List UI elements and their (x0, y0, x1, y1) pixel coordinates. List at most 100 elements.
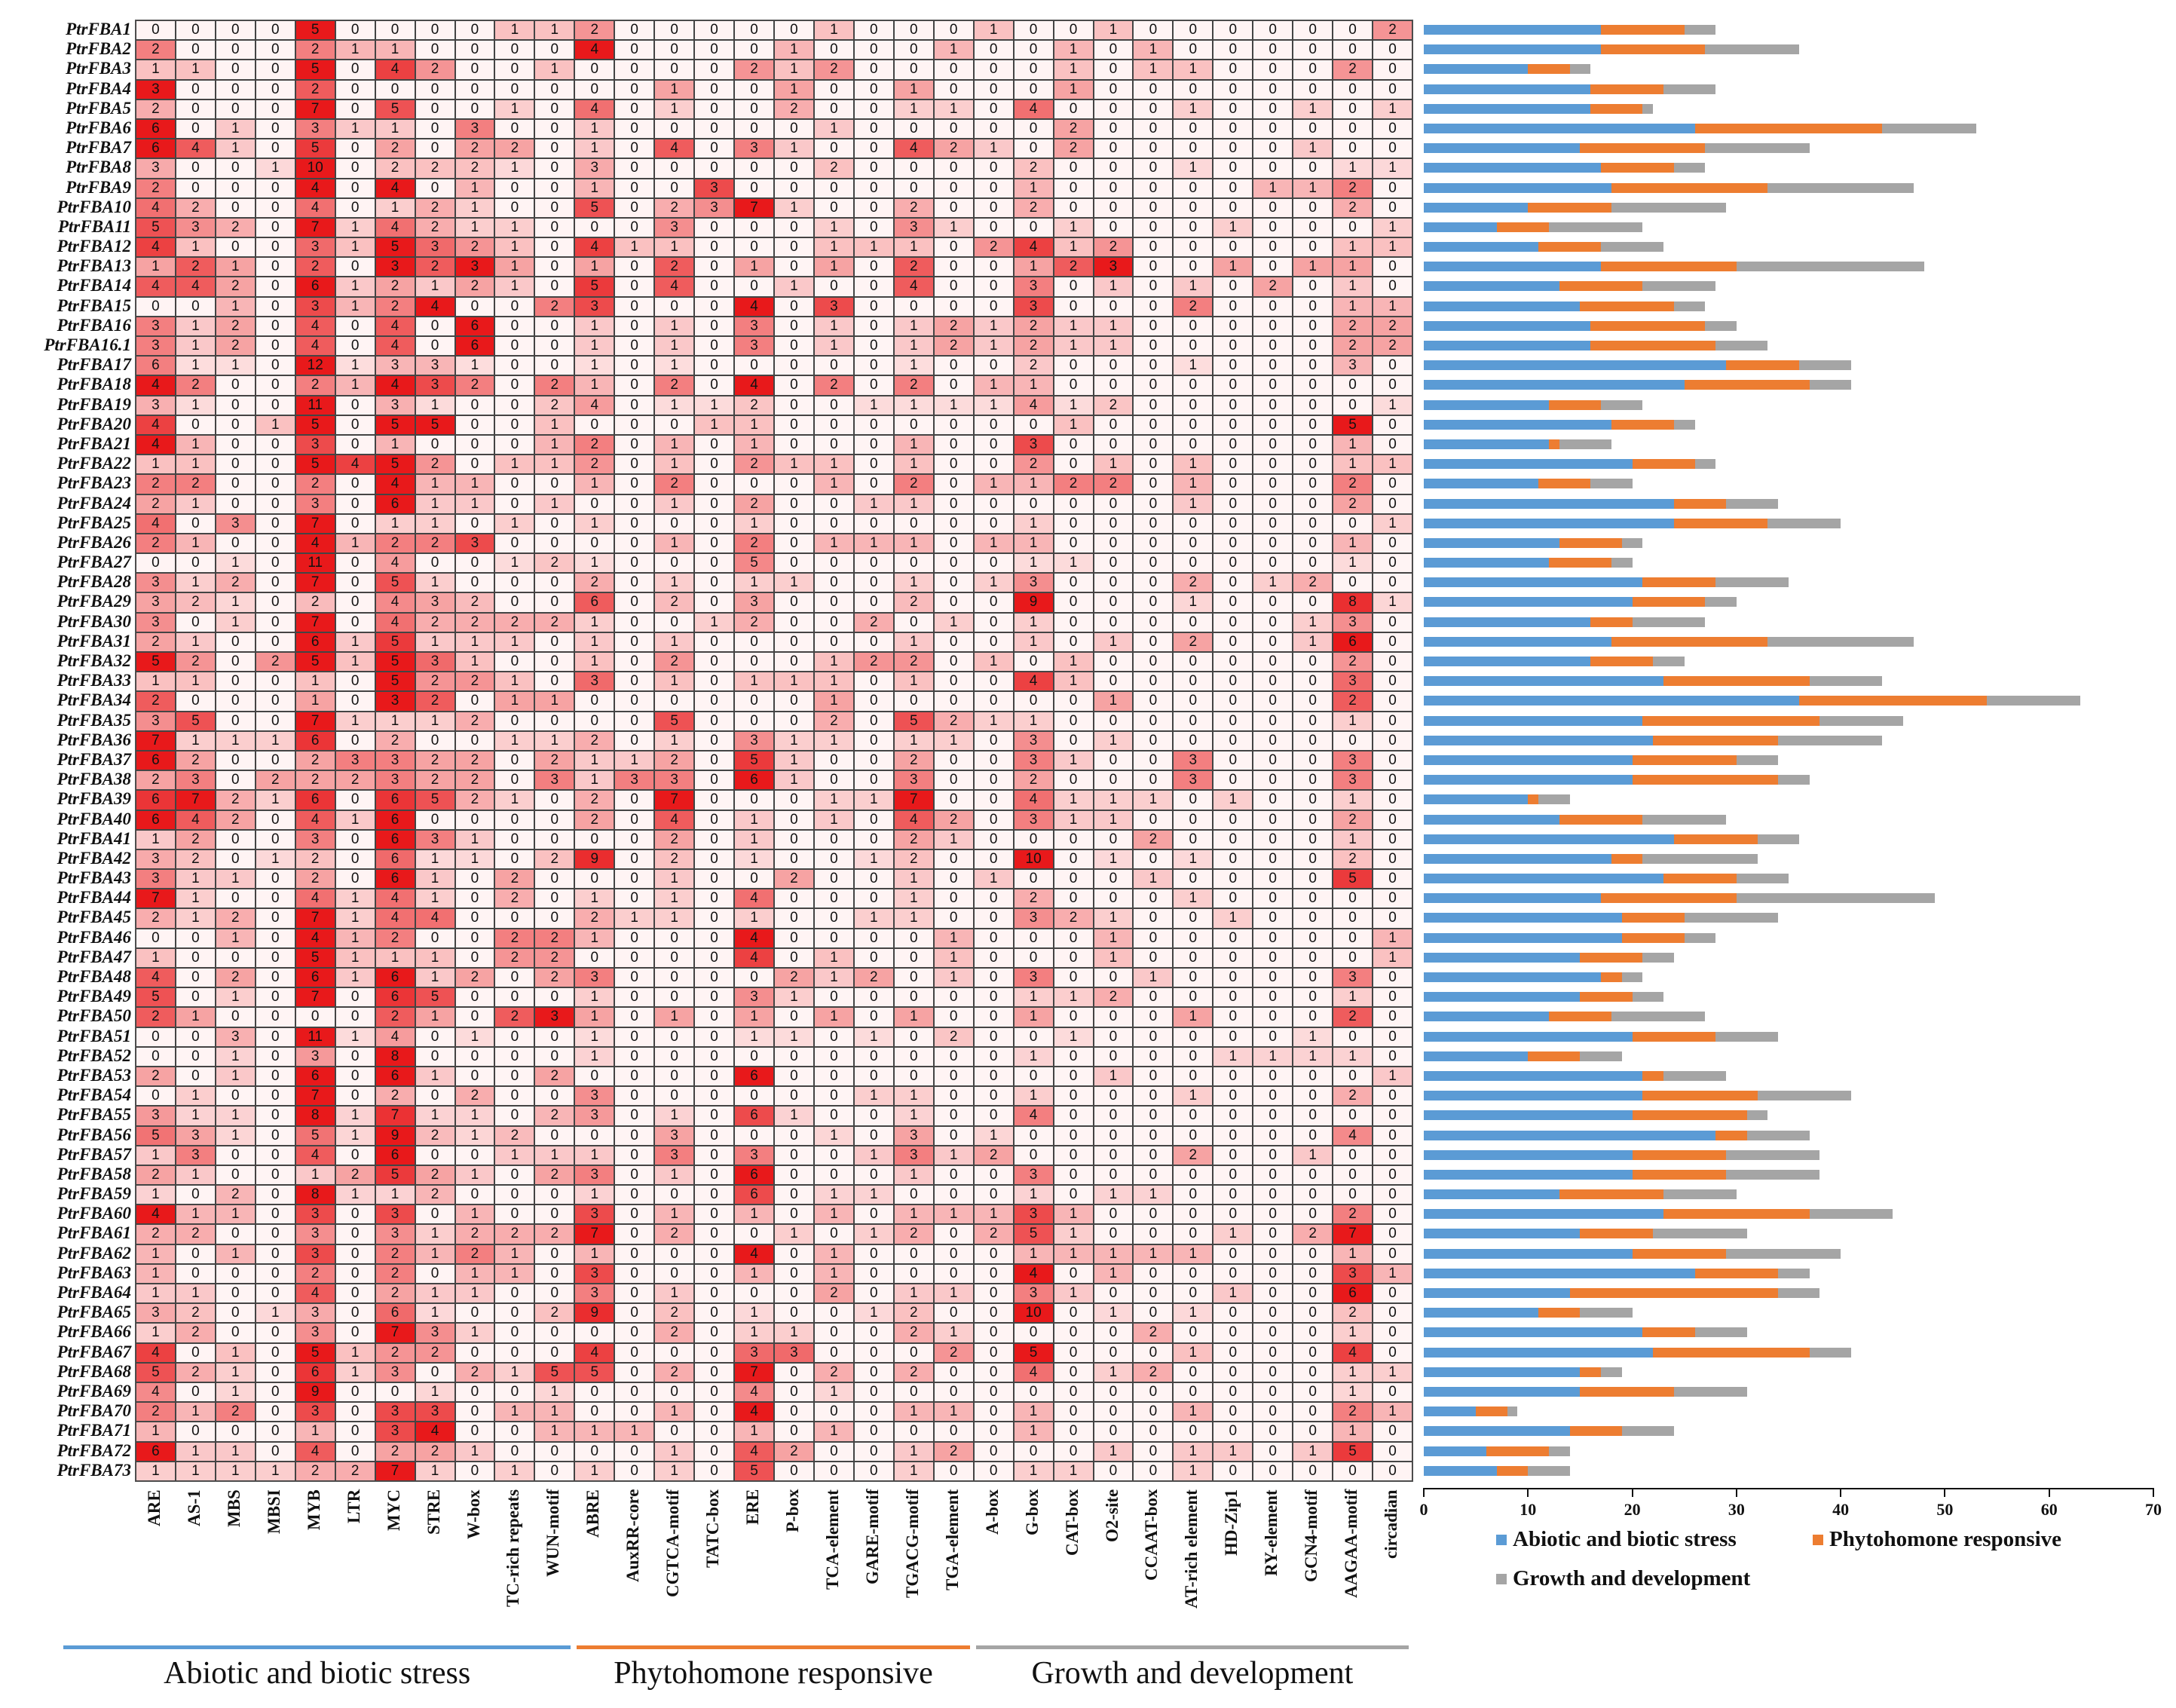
heatmap-cell: 0 (255, 1204, 295, 1225)
heatmap-cell: 0 (893, 928, 934, 948)
heatmap-cell: 0 (614, 1046, 655, 1067)
heatmap-cell: 1 (1333, 790, 1373, 810)
heatmap-cell: 0 (614, 672, 655, 692)
bar-growth (1632, 617, 1706, 627)
heatmap-cell: 3 (375, 1224, 415, 1244)
heatmap-cell: 0 (1213, 197, 1253, 218)
bar-phyto (1569, 1288, 1779, 1298)
heatmap-cell: 0 (494, 908, 535, 929)
bar-abiotic (1424, 399, 1549, 410)
heatmap-cell: 0 (454, 434, 495, 455)
group-line (63, 1645, 571, 1649)
heatmap-cell: 0 (1133, 158, 1174, 179)
heatmap-cell: 0 (1053, 99, 1094, 119)
heatmap-cell: 0 (1373, 375, 1412, 396)
heatmap-cell: 5 (893, 711, 934, 731)
heatmap-cell: 0 (255, 1323, 295, 1343)
heatmap-cell: 4 (335, 455, 375, 475)
heatmap-cell: 0 (694, 1185, 735, 1205)
heatmap-cell: 10 (295, 158, 335, 179)
heatmap-cell: 0 (1293, 375, 1333, 396)
heatmap-cell: 0 (335, 197, 375, 218)
heatmap-cell: 0 (1093, 1422, 1134, 1442)
heatmap-cell: 1 (574, 889, 615, 909)
heatmap-cell: 0 (1373, 1125, 1412, 1146)
gene-label: PtrFBA35 (57, 710, 131, 730)
heatmap-cell: 0 (813, 197, 854, 218)
heatmap-cell: 1 (1213, 1224, 1253, 1244)
heatmap-cell: 0 (813, 434, 854, 455)
heatmap-cell: 0 (1373, 1422, 1412, 1442)
heatmap-cell: 2 (494, 928, 535, 948)
heatmap-cell: 0 (175, 1027, 216, 1047)
heatmap-cell: 0 (1373, 612, 1412, 632)
heatmap-cell: 0 (1133, 573, 1174, 593)
heatmap-cell: 0 (1053, 1342, 1094, 1363)
heatmap-cell: 1 (1293, 139, 1333, 159)
heatmap-cell: 0 (1293, 118, 1333, 139)
heatmap-cell: 0 (853, 277, 894, 297)
heatmap-cell: 3 (534, 1007, 575, 1027)
heatmap-cell: 1 (774, 277, 814, 297)
heatmap-cell: 0 (1373, 810, 1412, 830)
heatmap-cell: 2 (454, 790, 495, 810)
heatmap-cell: 0 (853, 99, 894, 119)
heatmap-cell: 1 (454, 1284, 495, 1304)
heatmap-cell: 0 (654, 1263, 695, 1284)
bar-abiotic (1424, 518, 1674, 528)
bar-abiotic (1424, 163, 1602, 173)
heatmap-cell: 1 (893, 1461, 934, 1481)
heatmap-cell: 0 (1373, 908, 1412, 929)
heatmap-cell: 1 (734, 434, 774, 455)
heatmap-cell: 0 (853, 711, 894, 731)
heatmap-cell: 5 (375, 672, 415, 692)
heatmap-cell: 0 (1133, 632, 1174, 652)
heatmap-cell: 3 (1173, 750, 1213, 771)
heatmap-cell: 0 (1133, 1382, 1174, 1403)
bar-row (1424, 39, 2153, 59)
bar-phyto (1590, 657, 1654, 666)
heatmap-cell: 1 (335, 1362, 375, 1382)
heatmap-cell: 3 (215, 513, 256, 534)
heatmap-cell: 4 (136, 513, 176, 534)
heatmap-cell: 4 (375, 336, 415, 357)
heatmap-cell: 0 (175, 1342, 216, 1363)
heatmap-cell: 2 (893, 592, 934, 613)
heatmap-cell: 2 (375, 1086, 415, 1107)
heatmap-cell: 0 (933, 513, 974, 534)
x-tick (2153, 1488, 2154, 1497)
heatmap-cell: 1 (1013, 1461, 1054, 1481)
gene-label: PtrFBA57 (57, 1144, 131, 1164)
heatmap-cell: 0 (1333, 908, 1373, 929)
heatmap-cell: 0 (973, 553, 1014, 574)
heatmap-cell: 0 (1213, 1145, 1253, 1165)
gene-label: PtrFBA36 (57, 730, 131, 749)
heatmap-cell: 0 (1173, 908, 1213, 929)
bar-row (1424, 395, 2153, 415)
heatmap-cell: 0 (1213, 118, 1253, 139)
heatmap-cell: 0 (774, 790, 814, 810)
heatmap-cell: 1 (415, 947, 455, 968)
heatmap-cell: 2 (534, 849, 575, 870)
heatmap-cell: 0 (454, 691, 495, 712)
heatmap-cell: 2 (295, 592, 335, 613)
heatmap-cell: 1 (335, 533, 375, 554)
heatmap-cell: 0 (694, 316, 735, 336)
heatmap-cell: 1 (494, 158, 535, 179)
heatmap-cell: 2 (574, 790, 615, 810)
heatmap-cell: 2 (335, 1165, 375, 1186)
heatmap-cell: 0 (1053, 1382, 1094, 1403)
heatmap-cell: 1 (1053, 652, 1094, 672)
heatmap-cell: 1 (255, 415, 295, 435)
heatmap-cell: 0 (614, 139, 655, 159)
heatmap-cell: 2 (893, 474, 934, 494)
heatmap-cell: 0 (335, 849, 375, 870)
heatmap-cell: 0 (1173, 79, 1213, 99)
bar-growth (1767, 636, 1914, 647)
heatmap-cell: 1 (136, 1263, 176, 1284)
heatmap-cell: 3 (734, 1342, 774, 1363)
heatmap-cell: 0 (1053, 1362, 1094, 1382)
bar-phyto (1601, 163, 1674, 173)
heatmap-cell: 1 (175, 1204, 216, 1225)
